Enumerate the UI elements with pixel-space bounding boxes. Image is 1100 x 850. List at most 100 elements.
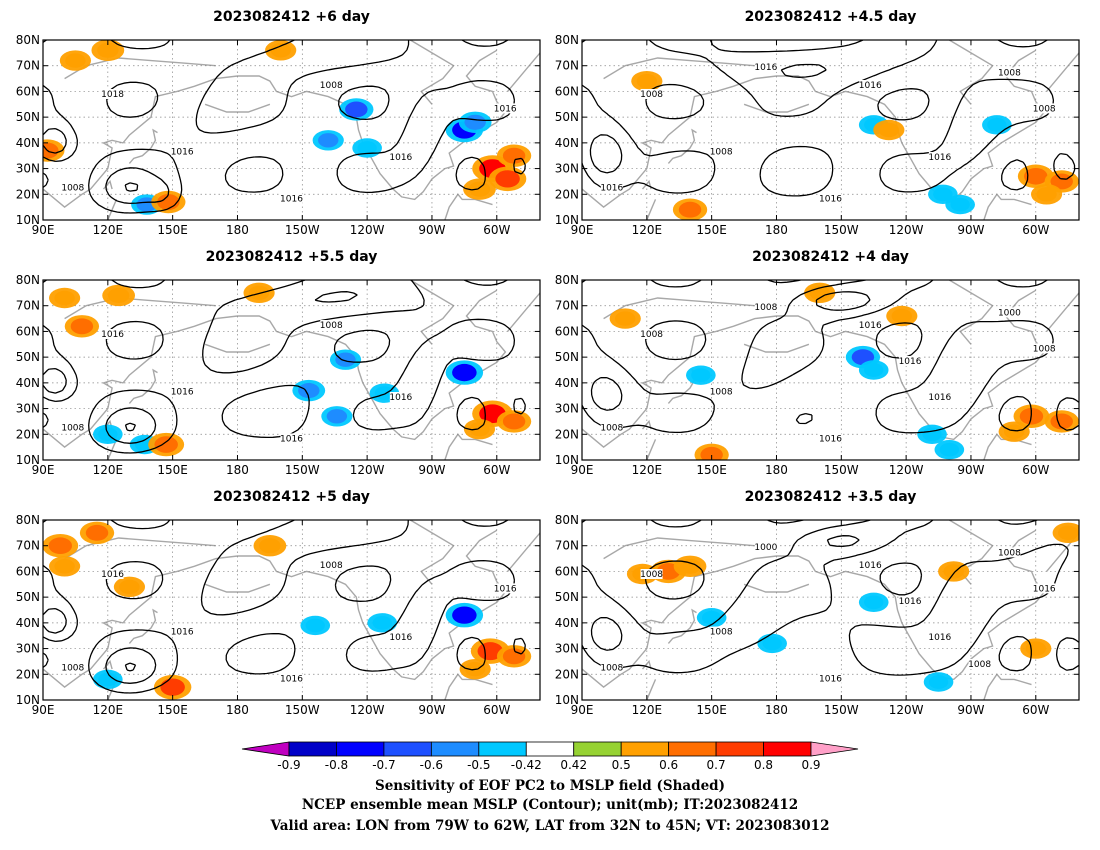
contour-label-bg — [640, 329, 663, 339]
lat-tick-label: 20N — [16, 667, 40, 681]
contour-label-bg — [754, 302, 777, 312]
lon-tick-label: 150W — [824, 703, 859, 717]
lon-tick-label: 120W — [350, 703, 385, 717]
sensitivity-shade-core — [372, 616, 392, 630]
lat-tick-label: 10N — [555, 453, 579, 467]
map-panel: 1008 1016 1008 1016 1016 1008 1016 1008 1000 1016… — [555, 489, 1080, 717]
contour-label: 1016 — [280, 194, 303, 204]
mslp-contour — [590, 535, 860, 651]
lat-tick-label: 10N — [555, 213, 579, 227]
lat-tick-label: 20N — [555, 427, 579, 441]
lon-tick-label: 90E — [32, 703, 55, 717]
sensitivity-shade-core — [939, 442, 960, 457]
sensitivity-shade-core — [157, 194, 180, 210]
sensitivity-shade-core — [452, 363, 477, 382]
contour-label: 1016 — [171, 628, 194, 638]
sensitivity-shade-core — [154, 436, 178, 453]
contour-label: 1016 — [494, 104, 517, 114]
lon-tick-label: 90W — [957, 703, 984, 717]
sensitivity-shade-core — [678, 201, 702, 218]
lat-tick-label: 80N — [555, 33, 579, 47]
contour-label-bg — [61, 662, 84, 673]
contour-label-bg — [389, 392, 412, 402]
coastline — [646, 199, 657, 220]
coastline — [603, 57, 755, 80]
coastline — [507, 52, 540, 92]
sensitivity-shade-core — [615, 311, 636, 326]
coastline — [444, 433, 493, 460]
colorbar-swatch — [668, 741, 717, 757]
lon-tick-label: 60W — [1022, 463, 1049, 477]
contour-label-bg — [928, 632, 951, 642]
colorbar-swatch — [715, 741, 764, 757]
contour-label: 1016 — [389, 153, 412, 163]
mslp-contour — [124, 422, 136, 432]
sensitivity-shade-core — [691, 368, 711, 382]
sensitivity-shade-core — [97, 42, 119, 58]
mslp-contour — [589, 63, 827, 174]
coastline — [507, 292, 540, 332]
lon-tick-label: 120W — [889, 463, 924, 477]
mslp-contour — [582, 40, 1048, 197]
map-frame — [581, 279, 1080, 461]
contour-label-bg — [928, 392, 951, 402]
sensitivity-shade-core — [1057, 525, 1079, 541]
lat-tick-label: 60N — [16, 564, 40, 578]
lon-tick-label: 60W — [483, 223, 510, 237]
contour-label: 1016 — [819, 194, 842, 204]
colorbar-label: -0.8 — [325, 758, 348, 772]
coastline — [107, 199, 118, 220]
sensitivity-shade-core — [762, 636, 782, 651]
coastline — [582, 529, 1046, 688]
colorbar-label: 0.7 — [707, 758, 726, 772]
sensitivity-shade-core — [48, 537, 73, 554]
coastline — [983, 193, 1032, 220]
lat-tick-label: 10N — [16, 213, 40, 227]
lon-tick-label: 150W — [285, 223, 320, 237]
contour-label-bg — [280, 433, 303, 444]
lat-tick-label: 30N — [555, 162, 579, 176]
map-background — [582, 520, 1079, 700]
contour-label-bg — [280, 193, 303, 204]
sensitivity-shade-core — [1050, 413, 1073, 430]
contour-label: 1016 — [1033, 584, 1056, 594]
lon-tick-label: 120E — [632, 223, 663, 237]
map-content: 1008 1016 1008 1016 1016 1016 1008 1008 1016 — [582, 40, 1079, 220]
contour-label: 1008 — [710, 628, 733, 638]
caption-line-2: NCEP ensemble mean MSLP (Contour); unit(… — [302, 797, 798, 813]
coastline — [64, 537, 216, 560]
lat-tick-label: 80N — [555, 513, 579, 527]
contour-label: 1016 — [859, 81, 882, 91]
contour-label: 1016 — [928, 393, 951, 403]
coastline — [646, 679, 657, 700]
lat-tick-label: 10N — [555, 693, 579, 707]
contour-label-bg — [389, 632, 412, 642]
contour-label-bg — [600, 422, 623, 433]
colorbar-label: 0.5 — [612, 758, 631, 772]
lat-tick-label: 60N — [16, 324, 40, 338]
contour-label-bg — [859, 320, 882, 330]
lon-tick-label: 180 — [765, 223, 788, 237]
contour-label: 1008 — [320, 321, 343, 331]
sensitivity-shade-core — [54, 559, 75, 574]
lat-tick-label: 40N — [555, 616, 579, 630]
sensitivity-shade-core — [468, 181, 491, 197]
lon-tick-label: 120E — [93, 223, 124, 237]
colorbar-swatch — [288, 741, 337, 757]
contour-label-bg — [640, 569, 663, 579]
lat-tick-label: 50N — [555, 110, 579, 124]
mslp-contour — [582, 280, 1048, 432]
mslp-contour — [43, 127, 170, 205]
mslp-contour — [43, 40, 526, 214]
coastline — [409, 520, 455, 585]
coastline — [983, 673, 1032, 700]
lat-tick-label: 60N — [16, 84, 40, 98]
colorbar-swatch — [430, 741, 480, 757]
coastline — [667, 128, 697, 164]
sensitivity-shade-core — [950, 197, 970, 212]
sensitivity-shade-core — [270, 43, 291, 58]
contour-label-bg — [320, 560, 343, 570]
coastline — [603, 537, 755, 560]
map-content: 1016 1008 1016 1016 1016 1008 — [43, 280, 540, 460]
sensitivity-shade-core — [298, 383, 320, 399]
